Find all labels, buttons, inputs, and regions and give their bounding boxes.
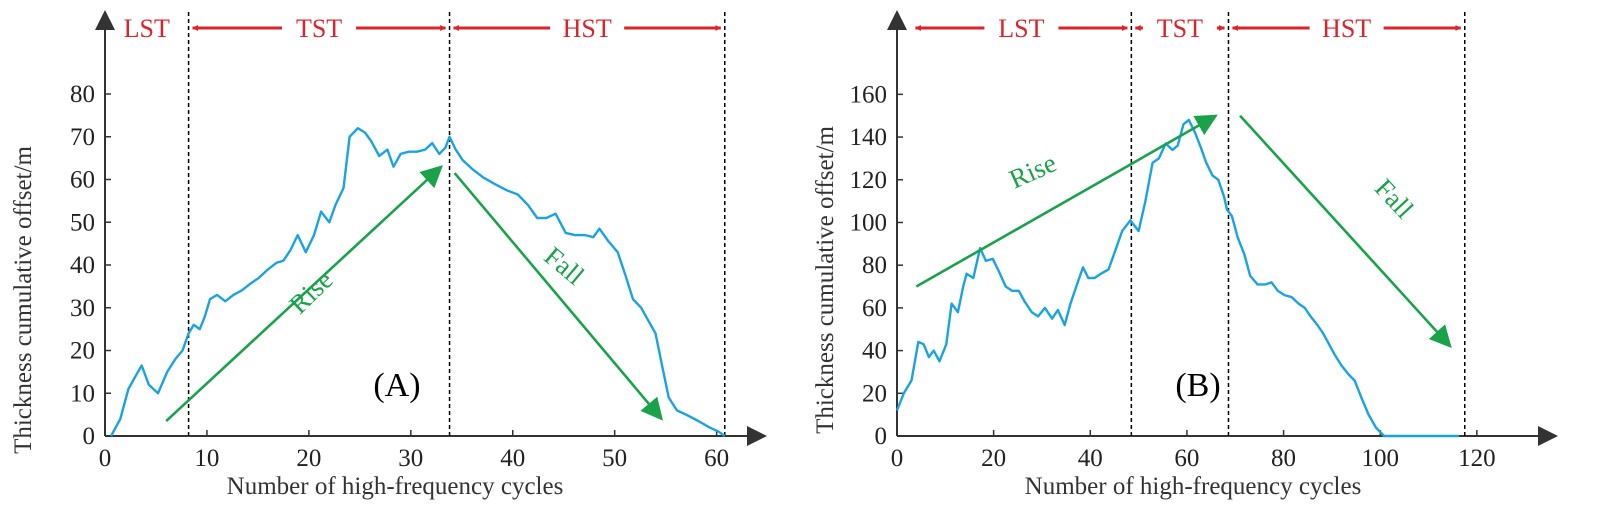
y-tick-label: 80 <box>862 252 887 279</box>
sequence-label-hst: HST <box>563 14 612 43</box>
x-tick-label: 50 <box>602 445 627 472</box>
y-tick-label: 50 <box>70 209 95 236</box>
trend-label-rise: Rise <box>1005 148 1061 195</box>
y-tick-label: 40 <box>70 252 95 279</box>
x-tick-label: 0 <box>99 445 112 472</box>
panel-b-label: (B) <box>1175 367 1220 404</box>
y-tick-label: 60 <box>70 167 95 194</box>
x-tick-label: 30 <box>398 445 423 472</box>
x-tick-label: 40 <box>1078 445 1103 472</box>
x-tick-label: 60 <box>704 445 729 472</box>
x-tick-label: 100 <box>1361 445 1399 472</box>
x-tick-label: 60 <box>1174 445 1199 472</box>
y-tick-label: 40 <box>862 338 887 365</box>
x-tick-label: 20 <box>981 445 1006 472</box>
x-tick-label: 120 <box>1458 445 1496 472</box>
y-tick-label: 160 <box>850 81 888 108</box>
trend-label-rise: Rise <box>283 265 338 320</box>
y-tick-label: 100 <box>850 209 888 236</box>
panel-b-ylabel: Thickness cumulative offset/m <box>812 126 839 434</box>
y-tick-label: 30 <box>70 295 95 322</box>
y-tick-label: 20 <box>862 380 887 407</box>
y-tick-label: 0 <box>83 423 96 450</box>
x-tick-label: 10 <box>194 445 219 472</box>
y-tick-label: 0 <box>875 423 888 450</box>
y-tick-label: 70 <box>70 124 95 151</box>
y-tick-label: 120 <box>850 167 888 194</box>
panel-a-label: (A) <box>373 367 420 404</box>
x-tick-label: 80 <box>1271 445 1296 472</box>
sequence-label-lst: LST <box>124 14 170 43</box>
y-tick-label: 60 <box>862 295 887 322</box>
sequence-label-hst: HST <box>1322 14 1371 43</box>
trend-arrow-rise <box>165 165 444 422</box>
x-tick-label: 0 <box>891 445 904 472</box>
data-series-line <box>110 126 726 437</box>
y-tick-label: 20 <box>70 338 95 365</box>
y-tick-label: 140 <box>850 124 888 151</box>
trend-arrow-fall <box>1239 114 1452 348</box>
sequence-label-tst: TST <box>1157 14 1203 43</box>
y-tick-label: 80 <box>70 81 95 108</box>
sequence-label-lst: LST <box>998 14 1044 43</box>
x-tick-label: 40 <box>500 445 525 472</box>
panel-a-ylabel: Thickness cumulative offset/m <box>10 146 37 454</box>
x-tick-label: 20 <box>296 445 321 472</box>
y-tick-label: 10 <box>70 380 95 407</box>
trend-arrow-rise <box>915 114 1218 288</box>
trend-label-fall: Fall <box>1369 173 1420 224</box>
sequence-label-tst: TST <box>296 14 342 43</box>
trend-arrow-fall <box>453 172 663 421</box>
panel-b-xlabel: Number of high-frequency cycles <box>1025 473 1362 500</box>
panel-a-xlabel: Number of high-frequency cycles <box>227 473 564 500</box>
